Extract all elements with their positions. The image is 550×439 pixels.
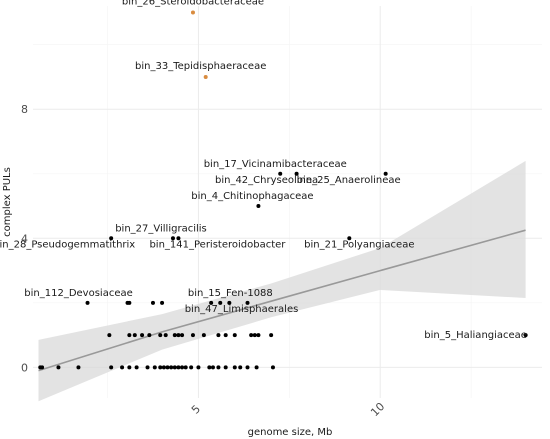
confidence-band [38, 160, 526, 402]
data-point [172, 365, 177, 370]
data-point [161, 365, 166, 370]
data-point [238, 365, 243, 370]
data-point [134, 365, 139, 370]
data-point [232, 365, 237, 370]
point-label: bin_4_Chitinophagaceae [191, 191, 313, 202]
labeled-data-point [85, 300, 90, 305]
data-point [252, 333, 257, 338]
data-point [189, 365, 194, 370]
data-point [223, 365, 228, 370]
data-point [223, 333, 228, 338]
point-label: bin_5_Haliangiaceae [424, 330, 527, 341]
y-tick-label: 0 [21, 361, 28, 374]
data-point [256, 333, 261, 338]
labeled-data-point [170, 236, 175, 241]
data-point [56, 365, 61, 370]
data-point [216, 365, 221, 370]
data-point [127, 333, 132, 338]
data-point [158, 365, 163, 370]
data-point [163, 333, 168, 338]
labeled-data-point [278, 171, 283, 176]
data-point [190, 333, 195, 338]
point-label: bin_15_Fen-1088 [188, 288, 273, 299]
point-label: bin_26_Steroidobacteraceae [122, 0, 264, 7]
data-point [145, 365, 150, 370]
y-tick-label: 8 [21, 103, 28, 116]
x-axis-ticks: 5 10 [189, 400, 387, 419]
data-point [232, 333, 237, 338]
data-point [209, 300, 214, 305]
point-label: bin_42_Chryseolinea [215, 175, 318, 186]
labeled-data-point [203, 74, 208, 79]
data-point [158, 333, 163, 338]
labeled-data-point [227, 300, 232, 305]
labeled-data-point [245, 300, 250, 305]
data-point [183, 365, 188, 370]
y-tick-label: 4 [21, 232, 28, 245]
labeled-data-point [109, 236, 114, 241]
data-point [109, 365, 114, 370]
data-point [176, 365, 181, 370]
data-point [218, 300, 223, 305]
regression-line [38, 229, 526, 372]
data-point [270, 365, 275, 370]
data-point [176, 333, 181, 338]
data-point [107, 333, 112, 338]
data-point [40, 365, 45, 370]
point-label: bin_141_Peristeroidobacter [149, 239, 286, 250]
data-point [169, 365, 174, 370]
point-label: bin_21_Polyangiaceae [304, 239, 414, 250]
point-label: bin_112_Devosiaceae [24, 288, 133, 299]
point-label: bin_28_Pseudogemmatithrix [0, 239, 135, 250]
labeled-data-point [190, 10, 195, 15]
labeled-data-point [294, 171, 299, 176]
data-point [76, 365, 81, 370]
point-label: bin_17_Vicinamibacteraceae [204, 159, 347, 170]
data-point [216, 333, 221, 338]
data-point [132, 333, 137, 338]
data-point [140, 333, 145, 338]
point-labels-layer: bin_26_Steroidobacteraceae bin_33_Tepidis… [0, 0, 527, 341]
data-point [172, 333, 177, 338]
data-point [127, 300, 132, 305]
confidence-band-layer [38, 160, 526, 402]
data-point [207, 365, 212, 370]
data-point [210, 365, 215, 370]
data-point [120, 365, 125, 370]
x-axis-title: genome size, Mb [248, 427, 333, 438]
data-point [249, 333, 254, 338]
y-axis-title: complex PULs [2, 167, 13, 237]
point-label: bin_27_Villigracilis [115, 223, 207, 234]
data-point [165, 365, 170, 370]
data-point [269, 333, 274, 338]
data-points-layer [38, 10, 528, 370]
data-point [147, 333, 152, 338]
labeled-data-point [523, 333, 528, 338]
point-label: bin_33_Tepidisphaeraceae [135, 61, 266, 72]
labeled-data-point [383, 171, 388, 176]
data-point [127, 365, 132, 370]
x-tick-label: 10 [368, 400, 387, 419]
data-point [196, 365, 201, 370]
y-axis-ticks: 0 4 8 [21, 103, 28, 374]
point-label: bin_47_Limisphaerales [185, 304, 299, 315]
data-point [160, 300, 165, 305]
data-point [180, 333, 185, 338]
data-point [152, 365, 157, 370]
labeled-data-point [176, 236, 181, 241]
labeled-data-point [256, 204, 261, 209]
data-point [254, 365, 259, 370]
x-tick-label: 5 [189, 402, 203, 416]
data-point [180, 365, 185, 370]
data-point [245, 365, 250, 370]
data-point [201, 333, 206, 338]
regression-line-layer [38, 229, 526, 372]
labeled-data-point [347, 236, 352, 241]
point-label: bin_25_Anaerolineae [297, 175, 401, 186]
data-point [150, 300, 155, 305]
